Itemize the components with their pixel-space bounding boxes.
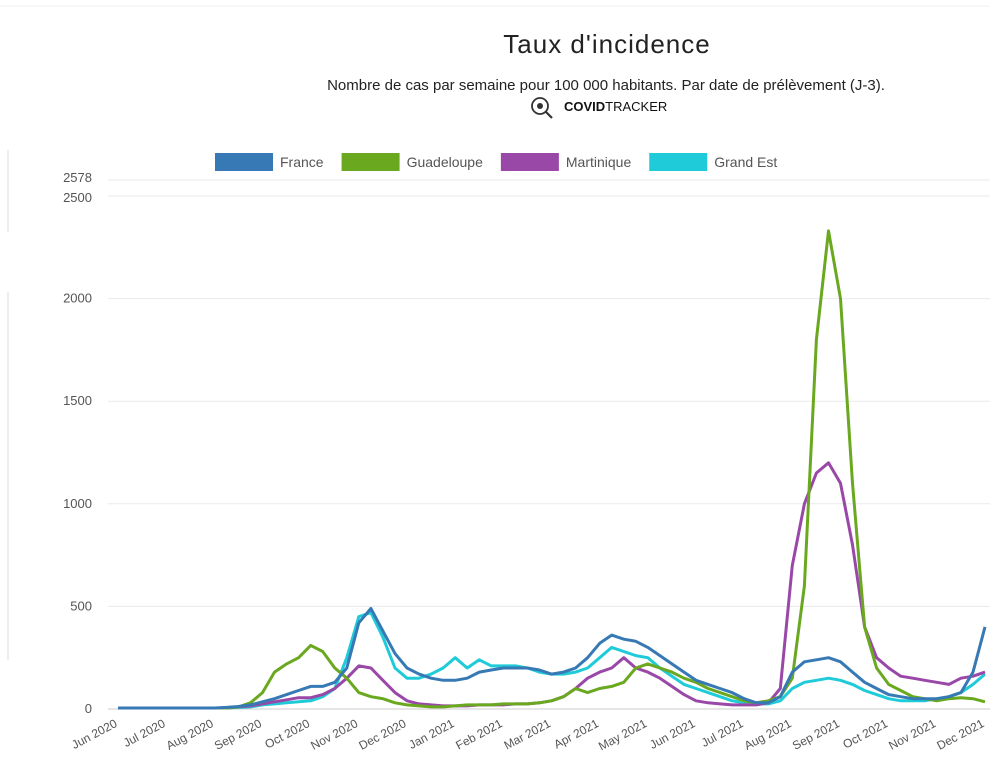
- legend: France Guadeloupe Martinique Grand Est: [215, 153, 777, 171]
- y-tick-label: 1000: [63, 496, 92, 511]
- x-tick-label: Aug 2020: [164, 716, 216, 753]
- x-tick-label: May 2021: [596, 716, 649, 753]
- x-tick-label: Jun 2021: [647, 716, 697, 752]
- logo-bold: COVID: [564, 99, 605, 114]
- logo: COVIDTRACKER: [531, 97, 667, 119]
- y-tick-label: 2000: [63, 291, 92, 306]
- x-tick-label: Jun 2020: [69, 716, 119, 752]
- legend-label: Grand Est: [714, 154, 777, 170]
- x-tick-label: Nov 2020: [308, 716, 360, 753]
- x-tick-label: Dec 2021: [934, 716, 986, 753]
- y-tick-label: 2578: [63, 170, 92, 185]
- y-tick-label: 0: [85, 701, 92, 716]
- logo-icon: [537, 103, 543, 109]
- x-tick-label: Dec 2020: [356, 716, 408, 753]
- x-tick-label: Nov 2021: [886, 716, 938, 753]
- y-tick-label: 2500: [63, 190, 92, 205]
- logo-rest: TRACKER: [605, 99, 667, 114]
- x-tick-label: Jan 2021: [406, 716, 456, 752]
- legend-item[interactable]: Guadeloupe: [341, 153, 484, 171]
- x-tick-label: Feb 2021: [453, 716, 505, 752]
- x-tick-label: Aug 2021: [742, 716, 794, 753]
- legend-swatch: [341, 153, 400, 171]
- legend-swatch: [500, 153, 559, 171]
- series-line: [118, 611, 986, 710]
- legend-swatch: [649, 153, 708, 171]
- y-tick-label: 500: [70, 598, 92, 613]
- series-line: [118, 607, 987, 710]
- x-tick-label: Apr 2021: [552, 716, 602, 751]
- logo-text: COVIDTRACKER: [564, 99, 667, 114]
- x-tick-label: Sep 2020: [212, 716, 264, 753]
- x-tick-label: Oct 2020: [263, 716, 313, 751]
- legend-label: Guadeloupe: [407, 154, 484, 170]
- y-tick-label: 1500: [63, 393, 92, 408]
- logo-icon: [531, 97, 549, 115]
- x-tick-label: Oct 2021: [841, 716, 891, 751]
- legend-item[interactable]: France: [215, 153, 324, 171]
- x-tick-label: Sep 2021: [790, 716, 842, 753]
- legend-swatch: [215, 153, 273, 171]
- legend-label: France: [280, 154, 324, 170]
- x-tick-label: Jul 2021: [699, 716, 746, 750]
- legend-label: Martinique: [566, 154, 632, 170]
- chart-subtitle: Nombre de cas par semaine pour 100 000 h…: [327, 77, 885, 94]
- legend-item[interactable]: Grand Est: [649, 153, 777, 171]
- x-tick-label: Mar 2021: [502, 716, 554, 752]
- x-tick-label: Jul 2020: [121, 716, 168, 750]
- chart-title: Taux d'incidence: [503, 29, 710, 59]
- legend-item[interactable]: Martinique: [500, 153, 632, 171]
- series-line: [118, 229, 986, 710]
- logo-icon: [545, 111, 553, 119]
